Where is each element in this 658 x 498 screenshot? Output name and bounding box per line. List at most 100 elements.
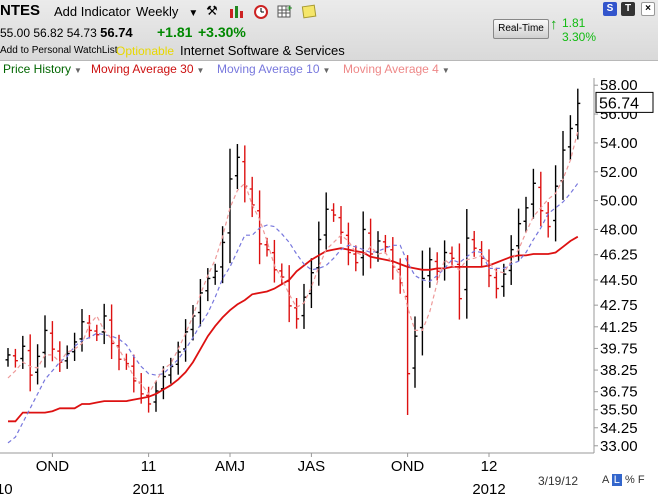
- ohlc-bar: [523, 196, 529, 233]
- ohlc-bar: [516, 208, 522, 261]
- ohlc-bars: [5, 88, 581, 416]
- quote-change-pct: +3.30%: [198, 24, 246, 40]
- ohlc-bar: [308, 258, 314, 309]
- arrow-up-icon: ↑: [550, 16, 558, 33]
- grid-add-icon[interactable]: +: [276, 3, 294, 19]
- ohlc-bar: [501, 263, 507, 297]
- ohlc-bar: [412, 316, 418, 388]
- scale-pct-button[interactable]: %: [624, 474, 635, 486]
- x-year-label: 2012: [472, 481, 505, 498]
- s-menu-button[interactable]: S: [603, 2, 617, 16]
- y-tick-label: 58.00: [600, 78, 638, 94]
- ohlc-bar: [301, 283, 307, 329]
- tools-icon[interactable]: ⚒: [206, 3, 218, 18]
- legend-price-history-label: Price History: [3, 62, 72, 76]
- ohlc-bar: [57, 341, 63, 372]
- ohlc-bar: [456, 243, 462, 320]
- ohlc-bar: [294, 298, 300, 329]
- ohlc-bar: [197, 279, 203, 327]
- ticker-symbol[interactable]: NTES: [0, 2, 41, 19]
- ohlc-bar: [49, 321, 55, 362]
- legend-price-history[interactable]: Price History ▼: [3, 62, 82, 76]
- ohlc-bar: [530, 168, 536, 219]
- alarm-clock-icon[interactable]: [252, 3, 270, 19]
- y-tick-label: 33.00: [600, 438, 638, 455]
- ohlc-bar: [449, 246, 455, 266]
- ohlc-bar: [168, 357, 174, 384]
- x-tick-label: OND: [36, 458, 70, 475]
- note-icon[interactable]: [300, 3, 318, 19]
- ohlc-bar: [27, 334, 33, 392]
- ohlc-bar: [212, 263, 218, 285]
- ohlc-bar: [205, 268, 211, 302]
- ohlc-bar: [338, 206, 344, 244]
- ohlc-bar: [257, 190, 263, 265]
- period-select[interactable]: Weekly ▼: [136, 4, 198, 19]
- axes: 58.0056.0054.0052.0050.0048.0046.2544.50…: [0, 78, 654, 498]
- y-tick-label: 52.00: [600, 164, 638, 181]
- quote-change: +1.81: [157, 24, 193, 40]
- x-year-label: 2011: [132, 481, 164, 498]
- ohlc-bar: [72, 332, 78, 361]
- close-icon[interactable]: ×: [641, 2, 655, 16]
- last-price-box: [595, 91, 654, 113]
- chart-area: [0, 78, 595, 454]
- ohlc-bar: [560, 130, 566, 200]
- real-time-button[interactable]: Real-Time: [493, 19, 549, 39]
- ohlc-bar: [508, 235, 514, 285]
- ohlc-bar: [538, 171, 544, 227]
- bar-chart-icon[interactable]: [228, 3, 246, 19]
- ohlc-bar: [331, 203, 337, 222]
- ohlc-bar: [464, 209, 470, 319]
- ohlc-bar: [353, 245, 359, 272]
- y-tick-label: 50.00: [600, 193, 638, 210]
- toolbar: NTES Add Indicator Weekly ▼ ⚒ + 55.00 56.…: [0, 0, 658, 61]
- ohlc-bar: [493, 267, 499, 299]
- last-price-label: 56.74: [599, 95, 639, 112]
- y-tick-label: 44.50: [600, 272, 638, 289]
- industry-label[interactable]: Internet Software & Services: [180, 43, 345, 58]
- ohlc-bar: [101, 303, 107, 345]
- ohlc-bar: [264, 237, 270, 257]
- quote-open: 55.00: [0, 26, 31, 40]
- s-menu-label: S: [606, 3, 614, 14]
- chevron-down-icon: ▼: [196, 66, 205, 75]
- add-indicator-button[interactable]: Add Indicator: [54, 4, 131, 19]
- ohlc-bar: [323, 192, 329, 252]
- scale-log-button[interactable]: L: [611, 474, 622, 486]
- ma4-line: [7, 131, 579, 396]
- ohlc-bar: [146, 386, 152, 413]
- y-tick-label: 46.25: [600, 247, 638, 264]
- scale-f-button[interactable]: F: [637, 474, 645, 486]
- legend-ma10[interactable]: Moving Average 10 ▼: [217, 62, 330, 76]
- price-chart[interactable]: 58.0056.0054.0052.0050.0048.0046.2544.50…: [0, 78, 658, 498]
- ohlc-bar: [279, 263, 285, 285]
- ohlc-bar: [227, 148, 233, 264]
- ohlc-bar: [368, 218, 374, 269]
- y-tick-label: 42.75: [600, 297, 638, 314]
- t-menu-button[interactable]: T: [621, 2, 635, 16]
- ohlc-bar: [234, 144, 240, 190]
- ohlc-bar: [316, 221, 322, 286]
- ohlc-bar: [249, 176, 255, 218]
- watchlist-link[interactable]: Add to Personal WatchList: [0, 45, 118, 56]
- chevron-down-icon: ▼: [441, 66, 450, 75]
- ohlc-bar: [94, 324, 100, 342]
- ohlc-bar: [419, 250, 425, 356]
- scale-buttons: A L % F: [602, 474, 645, 486]
- legend-ma4[interactable]: Moving Average 4 ▼: [343, 62, 450, 76]
- ohlc-bar: [183, 319, 189, 362]
- quote-line: 55.00 56.82 54.73 56.74: [0, 25, 133, 40]
- optionable-label: Optionable: [116, 44, 175, 58]
- moving-averages: [7, 131, 579, 444]
- y-tick-label: 36.75: [600, 384, 638, 401]
- ohlc-bar: [20, 335, 26, 369]
- ohlc-bar: [390, 237, 396, 280]
- scale-a-button[interactable]: A: [602, 474, 609, 486]
- ohlc-bar: [345, 222, 351, 266]
- legend-ma30[interactable]: Moving Average 30 ▼: [91, 62, 204, 76]
- ohlc-bar: [360, 211, 366, 276]
- y-tick-label: 34.25: [600, 420, 638, 437]
- y-tick-label: 38.25: [600, 362, 638, 379]
- realtime-pct: 3.30%: [562, 30, 597, 44]
